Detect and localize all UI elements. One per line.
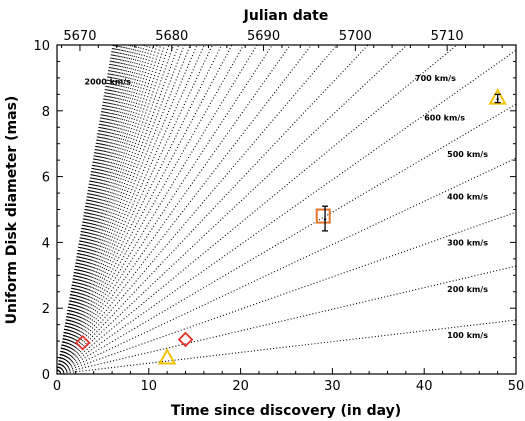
expansion-lines: 2000 km/s 700 km/s 600 km/s 500 km/s 400 km/…	[56, 44, 517, 375]
expansion-line-4200	[56, 44, 125, 375]
expansion-line-600	[56, 49, 517, 375]
top-x-tick-label: 5670	[63, 29, 96, 44]
line-label: 300 km/s	[447, 239, 488, 248]
expansion-line-2900	[56, 44, 155, 375]
top-x-tick-label: 5690	[247, 29, 280, 44]
expansion-line-4600	[56, 44, 119, 375]
expansion-line-3500	[56, 44, 138, 375]
expansion-line-1100	[56, 44, 312, 375]
y-tick-label: 10	[33, 39, 50, 54]
expansion-line-1200	[56, 44, 291, 375]
expansion-line-400	[56, 157, 517, 375]
expansion-line-4400	[56, 44, 122, 375]
data-markers	[74, 88, 507, 365]
expansion-line-2100	[56, 44, 191, 375]
expansion-line-1600	[56, 44, 233, 375]
line-label: 500 km/s	[447, 150, 488, 159]
expansion-line-2000	[56, 44, 198, 375]
expansion-line-4500	[56, 44, 120, 375]
expansion-line-3000	[56, 44, 151, 375]
expansion-line-3900	[56, 44, 130, 375]
x-tick-label: 20	[232, 379, 249, 394]
top-x-tick-label: 5700	[339, 29, 372, 44]
x-tick-label: 40	[416, 379, 433, 394]
x-tick-label: 30	[324, 379, 341, 394]
expansion-line-3700	[56, 44, 134, 375]
diamond-marker	[74, 334, 91, 351]
line-label: 100 km/s	[447, 331, 488, 340]
expansion-line-1900	[56, 44, 205, 375]
top-axis-title: Julian date	[243, 8, 329, 24]
expansion-line-3100	[56, 44, 148, 375]
expansion-line-2200	[56, 44, 185, 375]
triangle-marker	[157, 347, 177, 365]
expansion-line-4100	[56, 44, 126, 375]
line-label: 700 km/s	[415, 74, 456, 83]
expansion-line-1400	[56, 44, 258, 375]
expansion-line-4300	[56, 44, 123, 375]
expansion-line-2400	[56, 44, 175, 375]
data-point	[323, 218, 327, 221]
plot-frame	[56, 44, 517, 375]
expansion-line-800	[56, 44, 408, 375]
expansion-line-1700	[56, 44, 223, 375]
expansion-line-3200	[56, 44, 145, 375]
expansion-line-1300	[56, 44, 273, 375]
expansion-line-300	[56, 211, 517, 375]
top-x-tick-label: 5710	[431, 29, 464, 44]
expansion-line-3800	[56, 44, 132, 375]
axis-ticks: 0 10 20 30 40 50 0 2 4 6 8 10 5670 5680 5690 5700 5710	[33, 29, 524, 394]
expansion-line-100	[56, 319, 517, 375]
y-tick-label: 0	[42, 368, 50, 383]
expansion-line-3400	[56, 44, 140, 375]
x-tick-label: 50	[508, 379, 525, 394]
expansion-line-700	[56, 44, 458, 375]
expansion-line-3600	[56, 44, 136, 375]
expansion-line-2600	[56, 44, 166, 375]
line-label: 600 km/s	[424, 114, 465, 123]
expansion-line-5000	[56, 44, 114, 375]
y-axis-title: Uniform Disk diameter (mas)	[4, 96, 20, 325]
data-point	[496, 98, 499, 101]
expansion-line-1500	[56, 44, 245, 375]
y-tick-label: 2	[42, 302, 50, 317]
x-axis-title: Time since discovery (in day)	[171, 403, 401, 419]
expansion-line-500	[56, 103, 517, 375]
line-label: 2000 km/s	[85, 77, 132, 86]
expansion-line-1800	[56, 44, 213, 375]
expansion-line-2500	[56, 44, 170, 375]
expansion-line-4800	[56, 44, 116, 375]
x-tick-label: 0	[53, 379, 61, 394]
expansion-line-2300	[56, 44, 180, 375]
diamond-marker	[177, 331, 194, 348]
y-tick-label: 6	[42, 171, 50, 186]
expansion-line-200	[56, 265, 517, 375]
line-label: 400 km/s	[447, 193, 488, 202]
expansion-line-3300	[56, 44, 143, 375]
y-tick-label: 4	[42, 236, 50, 251]
expansion-line-4700	[56, 44, 118, 375]
line-label: 200 km/s	[447, 285, 488, 294]
triangle-marker	[488, 88, 507, 105]
x-tick-label: 10	[141, 379, 158, 394]
y-tick-label: 8	[42, 105, 50, 120]
top-x-tick-label: 5680	[155, 29, 188, 44]
square-marker	[315, 208, 331, 224]
expansion-line-4900	[56, 44, 115, 375]
